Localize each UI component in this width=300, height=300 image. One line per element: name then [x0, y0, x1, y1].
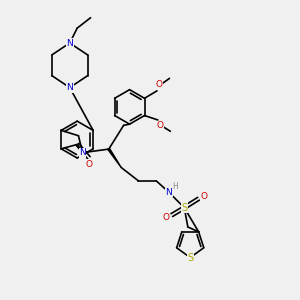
- Text: S: S: [187, 253, 193, 262]
- Polygon shape: [108, 149, 121, 167]
- Text: O: O: [85, 160, 92, 169]
- Text: N: N: [66, 38, 73, 47]
- Text: H: H: [172, 182, 178, 191]
- Text: N: N: [79, 148, 86, 157]
- Text: N: N: [66, 83, 73, 92]
- Text: O: O: [155, 80, 162, 89]
- Text: O: O: [200, 192, 207, 201]
- Text: N: N: [165, 188, 172, 197]
- Text: S: S: [181, 203, 187, 213]
- Text: O: O: [162, 213, 169, 222]
- Text: O: O: [156, 122, 163, 130]
